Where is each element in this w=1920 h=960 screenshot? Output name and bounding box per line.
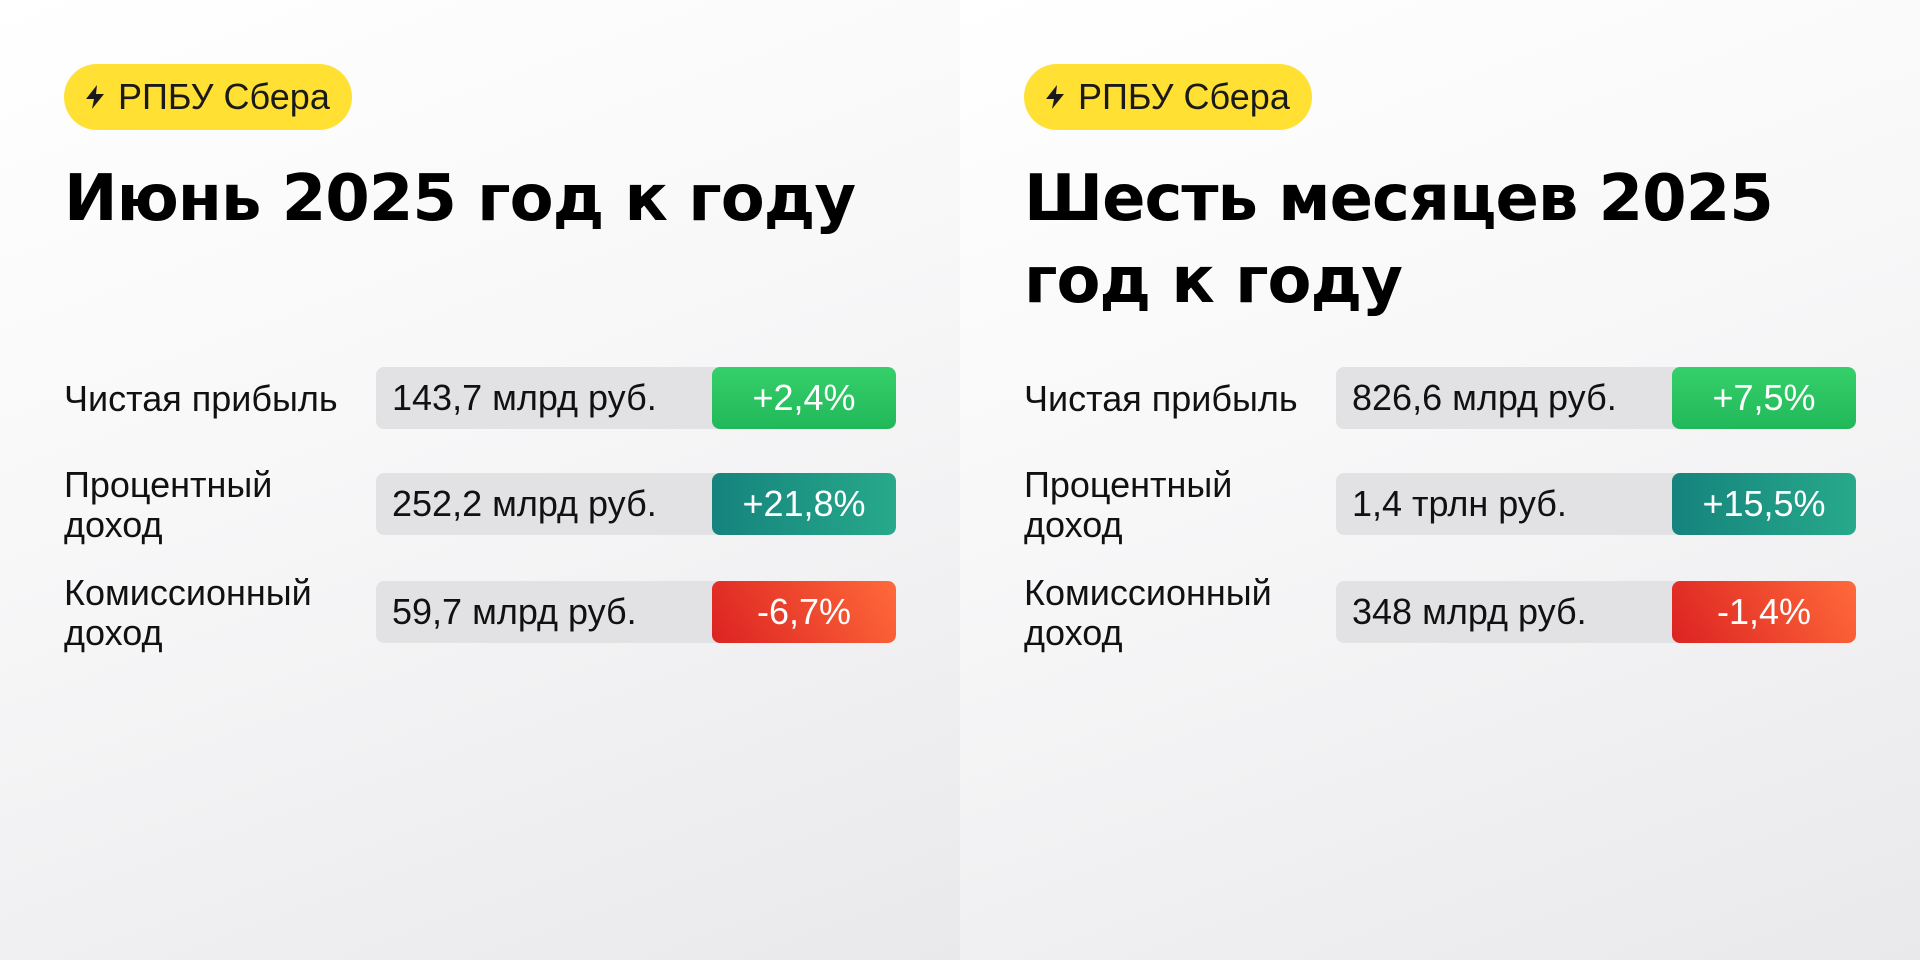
metric-value-box: 826,6 млрд руб. +7,5% (1336, 367, 1856, 429)
panel-june: РПБУ Сбера Июнь 2025 год к году Чистая п… (0, 0, 960, 960)
metric-value-box: 143,7 млрд руб. +2,4% (376, 367, 896, 429)
metric-change-badge: -6,7% (712, 581, 896, 643)
source-tag-label: РПБУ Сбера (118, 76, 330, 117)
metric-value: 252,2 млрд руб. (392, 483, 657, 524)
metric-label: Процентный доход (1024, 464, 1233, 545)
metric-row-commission-income: Комиссионный доход 59,7 млрд руб. -6,7% (64, 573, 904, 653)
metric-change-badge: +2,4% (712, 367, 896, 429)
source-tag: РПБУ Сбера (1024, 64, 1312, 130)
metric-value: 143,7 млрд руб. (392, 377, 657, 418)
metric-change-badge: -1,4% (1672, 581, 1856, 643)
metric-row-interest-income: Процентный доход 252,2 млрд руб. +21,8% (64, 465, 904, 545)
metric-label: Комиссионный доход (64, 572, 312, 653)
metric-label: Чистая прибыль (64, 378, 338, 419)
metric-label: Комиссионный доход (1024, 572, 1272, 653)
metric-value-box: 252,2 млрд руб. +21,8% (376, 473, 896, 535)
metric-change-badge: +15,5% (1672, 473, 1856, 535)
metric-row-commission-income: Комиссионный доход 348 млрд руб. -1,4% (1024, 573, 1864, 653)
lightning-icon (82, 84, 108, 110)
metric-value: 59,7 млрд руб. (392, 591, 637, 632)
metric-label: Чистая прибыль (1024, 378, 1298, 419)
metric-row-interest-income: Процентный доход 1,4 трлн руб. +15,5% (1024, 465, 1864, 545)
source-tag-label: РПБУ Сбера (1078, 76, 1290, 117)
panel-six-months: РПБУ Сбера Шесть месяцев 2025 год к году… (960, 0, 1920, 960)
panel-title: Июнь 2025 год к году (64, 162, 856, 236)
metric-row-net-profit: Чистая прибыль 143,7 млрд руб. +2,4% (64, 367, 904, 431)
source-tag: РПБУ Сбера (64, 64, 352, 130)
metric-value: 1,4 трлн руб. (1352, 483, 1567, 524)
metric-value: 348 млрд руб. (1352, 591, 1587, 632)
metric-change-badge: +21,8% (712, 473, 896, 535)
panel-title: Шесть месяцев 2025 год к году (1024, 162, 1774, 318)
metric-label: Процентный доход (64, 464, 273, 545)
lightning-icon (1042, 84, 1068, 110)
metric-value-box: 348 млрд руб. -1,4% (1336, 581, 1856, 643)
metric-value: 826,6 млрд руб. (1352, 377, 1617, 418)
metric-value-box: 1,4 трлн руб. +15,5% (1336, 473, 1856, 535)
metric-change-badge: +7,5% (1672, 367, 1856, 429)
metric-value-box: 59,7 млрд руб. -6,7% (376, 581, 896, 643)
metric-row-net-profit: Чистая прибыль 826,6 млрд руб. +7,5% (1024, 367, 1864, 431)
